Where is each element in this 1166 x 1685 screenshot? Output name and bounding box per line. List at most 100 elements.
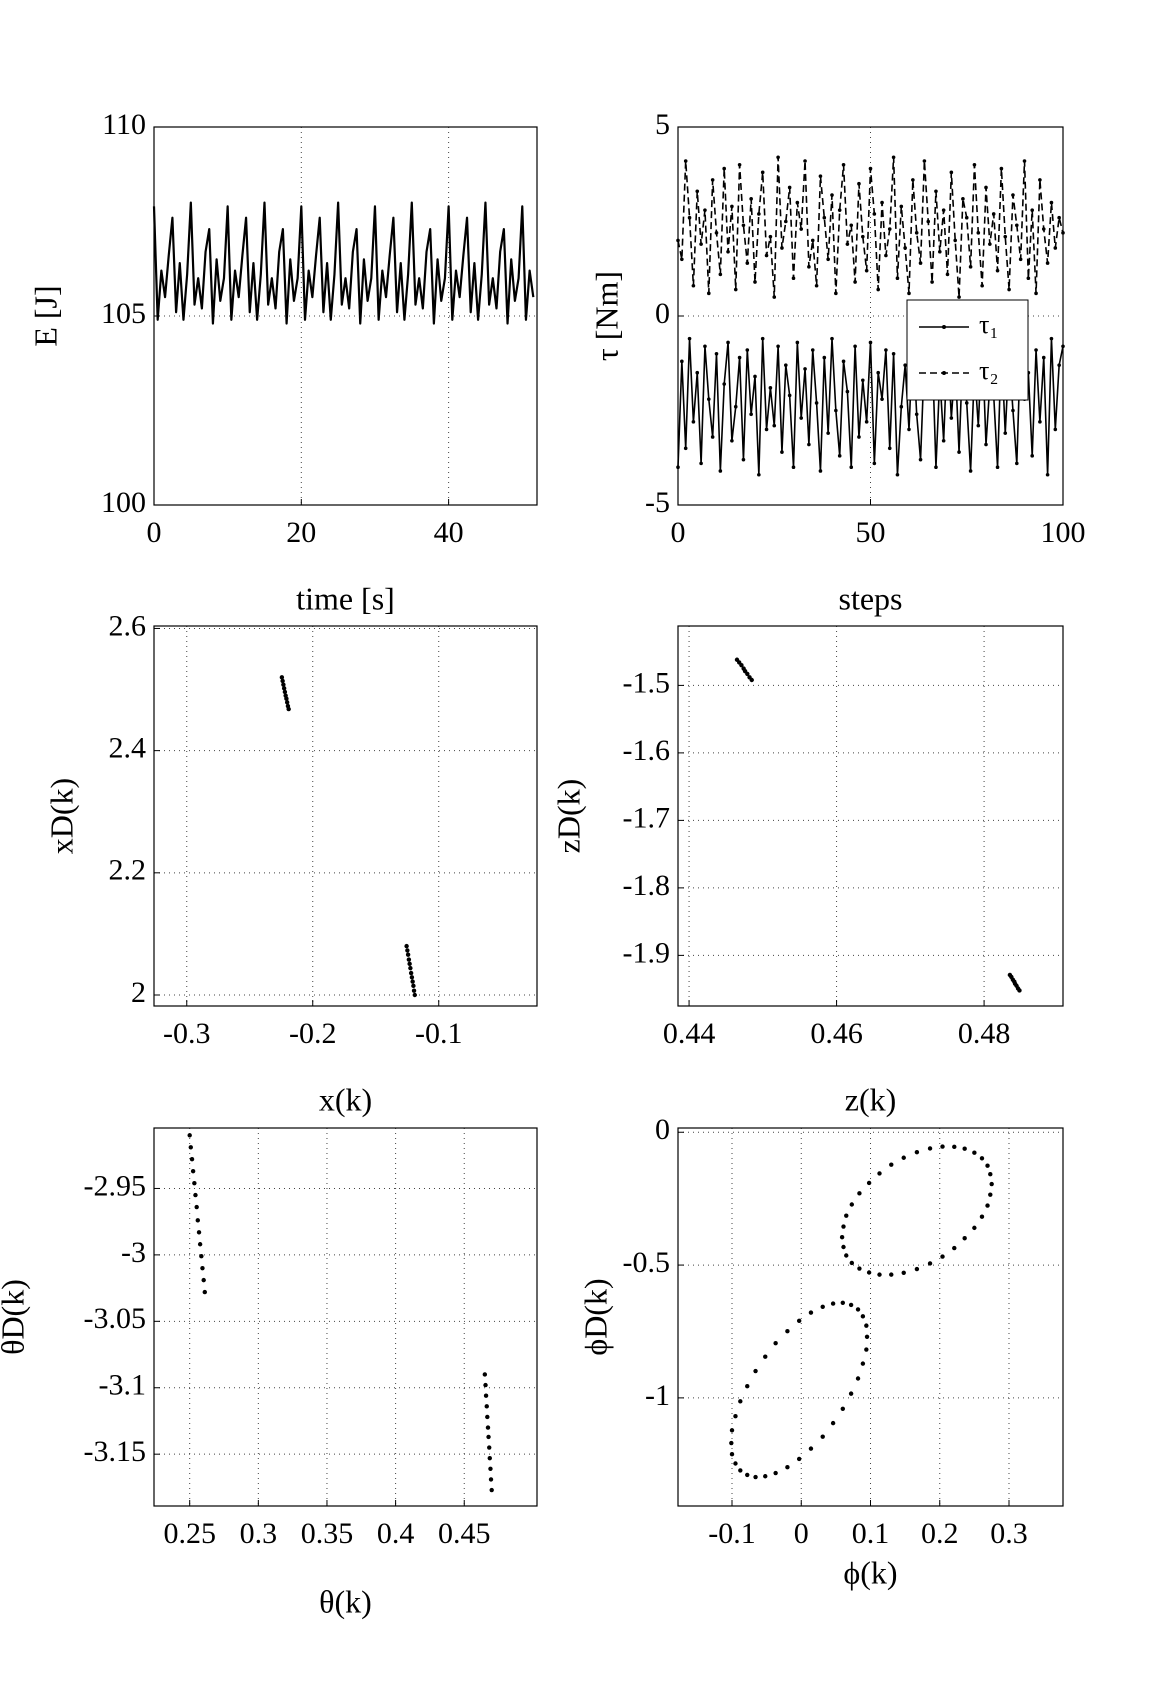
plot-area: [154, 626, 537, 1006]
data-point: [853, 280, 857, 284]
data-point: [980, 283, 984, 288]
data-point: [485, 1414, 490, 1420]
legend-label: τ₁: [979, 310, 999, 339]
data-point: [799, 416, 803, 420]
data-point: [749, 197, 753, 201]
data-point: [776, 344, 780, 349]
data-point: [733, 1414, 738, 1419]
data-line: [152, 201, 535, 325]
data-point: [889, 1162, 894, 1167]
data-point: [488, 1466, 493, 1471]
plot-frame: [677, 625, 1064, 1007]
data-point: [972, 1225, 977, 1231]
x-tick-label: -0.1: [708, 1517, 756, 1550]
data-point: [860, 1314, 866, 1319]
y-tick-label: 0: [655, 297, 670, 330]
data-point: [945, 272, 950, 277]
data-point: [282, 689, 288, 695]
data-point: [730, 438, 734, 443]
data-point: [857, 435, 861, 439]
data-point: [281, 682, 286, 687]
data-point: [707, 397, 711, 401]
x-axis-label: time [s]: [296, 580, 395, 616]
data-point: [876, 287, 880, 292]
y-axis-label: E [J]: [27, 285, 63, 346]
legend-label: τ₂: [979, 356, 999, 385]
x-tick-label: 0.2: [921, 1517, 959, 1550]
data-point: [952, 1245, 957, 1251]
y-tick-label: -1.6: [623, 734, 671, 767]
data-point: [927, 1146, 933, 1151]
subplot: -0.1 0 0.1 0.2 0.3 -1 -0.5 0 ϕ(k) ϕD(k): [577, 1113, 1064, 1590]
x-tick-label: 0: [147, 516, 162, 549]
data-point: [408, 965, 413, 971]
x-tick-label: 20: [286, 516, 316, 549]
data-point: [853, 344, 857, 349]
data-point: [411, 988, 417, 993]
data-point: [830, 1420, 836, 1426]
data-point: [1007, 287, 1011, 292]
data-point: [699, 461, 703, 466]
data-point: [964, 401, 969, 405]
data-point: [730, 204, 734, 209]
data-point: [196, 1230, 202, 1235]
y-tick-label: -1.7: [623, 801, 671, 834]
data-point: [814, 283, 819, 288]
plot-area: [678, 1128, 1063, 1506]
data-point: [957, 295, 961, 299]
data-point: [849, 465, 854, 470]
data-point: [745, 671, 750, 677]
data-point: [714, 352, 719, 356]
data-point: [284, 700, 290, 705]
data-point: [868, 340, 873, 345]
data-point: [680, 359, 684, 364]
data-point: [484, 1404, 489, 1409]
data-point: [918, 457, 923, 462]
data-point: [489, 1487, 494, 1493]
x-tick-label: 0.48: [958, 1017, 1011, 1050]
legend: τ₁ τ₂: [906, 299, 1029, 401]
data-point: [845, 242, 850, 246]
data-point: [972, 1150, 977, 1155]
data-point: [776, 155, 780, 160]
y-tick-label: 2: [131, 976, 146, 1009]
data-point: [901, 1270, 906, 1275]
data-point: [738, 1399, 743, 1404]
data-point: [830, 193, 834, 197]
data-point: [844, 1213, 849, 1218]
data-point: [1015, 223, 1019, 228]
data-point: [848, 1302, 854, 1308]
data-point: [687, 336, 692, 341]
data-point: [741, 223, 746, 228]
y-tick-label: -1.8: [623, 869, 671, 902]
data-point: [1003, 431, 1008, 435]
data-point: [763, 1354, 768, 1359]
data-point: [753, 1368, 758, 1374]
data-point: [1011, 408, 1015, 413]
data-point: [760, 170, 765, 175]
data-point: [787, 393, 792, 398]
y-tick-label: -3: [121, 1236, 146, 1269]
x-tick-label: 0.3: [240, 1517, 278, 1550]
subplot: 0.44 0.46 0.48 -1.9 -1.8 -1.7 -1.6 -1.5 z(k) zD(k…: [550, 625, 1064, 1117]
data-point: [934, 465, 938, 470]
data-point: [866, 1270, 872, 1275]
data-point: [972, 163, 977, 167]
data-point: [845, 389, 850, 394]
data-point: [899, 404, 904, 409]
data-point: [988, 1192, 993, 1197]
x-tick-label: 50: [856, 516, 886, 549]
data-point: [718, 469, 723, 473]
data-point: [962, 1146, 967, 1151]
data-point: [810, 238, 815, 243]
x-tick-label: 0.4: [377, 1517, 415, 1550]
data-point: [188, 1145, 193, 1150]
data-point: [855, 1307, 861, 1312]
data-point: [729, 1428, 735, 1433]
data-point: [764, 253, 769, 258]
data-point: [907, 291, 911, 296]
y-tick-label: 105: [101, 297, 146, 330]
data-point: [411, 983, 416, 989]
data-point: [680, 257, 684, 262]
data-point: [1057, 215, 1061, 220]
